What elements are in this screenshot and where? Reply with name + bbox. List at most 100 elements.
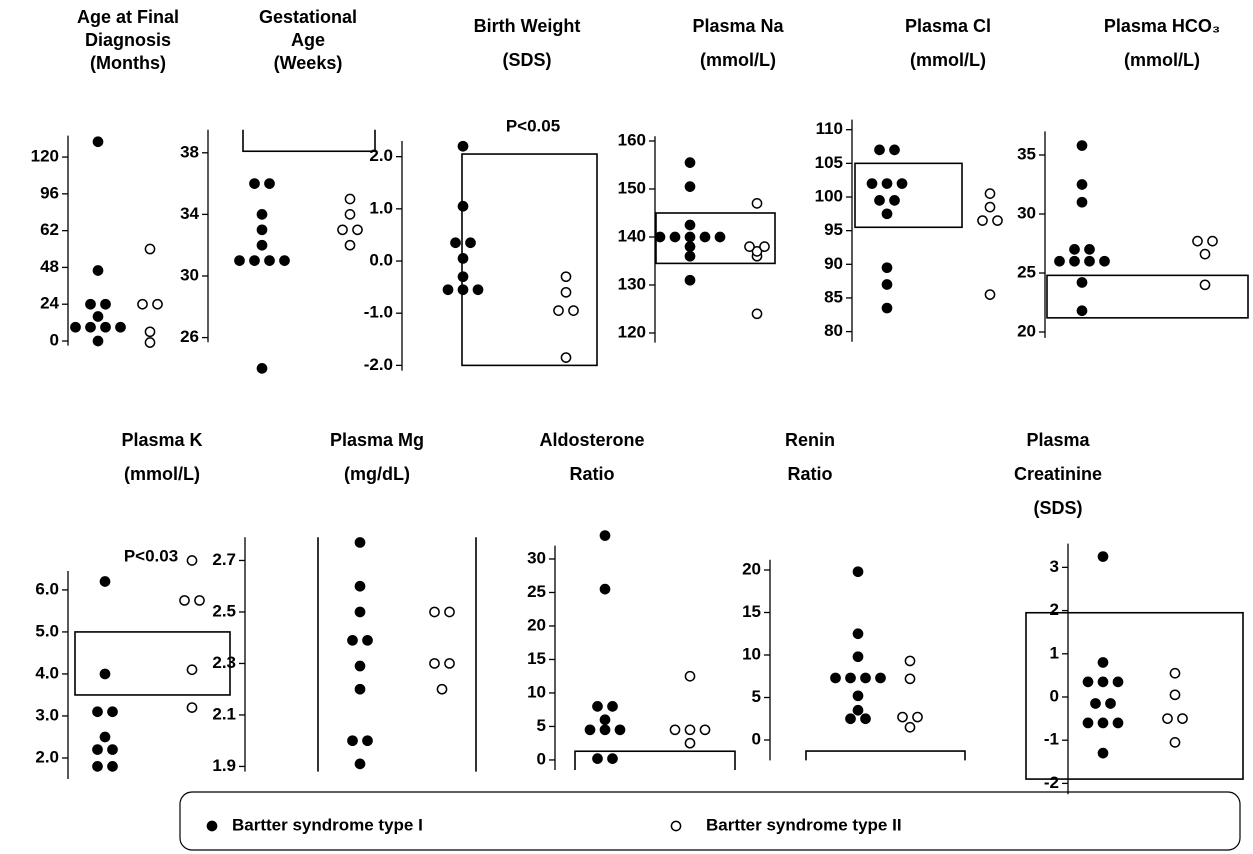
data-dot [751,246,763,257]
panel-title: Plasma Mg [330,430,424,450]
data-dot [684,241,696,252]
y-tick-label: 38 [180,142,199,161]
data-dot [362,735,373,747]
y-tick-label: 96 [40,183,59,202]
data-dot [1099,255,1110,267]
panel-title: (SDS) [503,50,552,70]
data-dot [684,274,696,286]
data-dot [830,672,841,684]
data-dot [107,744,118,755]
data-dot [429,606,440,618]
y-tick-label: -1.0 [364,303,393,322]
y-tick-label: 6.0 [35,579,59,598]
data-dot [144,326,156,338]
data-dot [354,580,366,592]
data-dot [881,178,893,189]
data-dot [436,683,448,695]
panel-title: Ratio [788,464,833,484]
legend-box [179,791,1241,851]
panel-title: (Weeks) [274,53,343,73]
data-dot [85,321,96,333]
panel-title: Plasma HCO₃ [1104,16,1220,36]
normal-range-box [461,153,598,367]
data-dot [457,271,469,283]
y-tick-label: 2.0 [35,747,59,766]
data-dot [99,668,111,680]
data-dot [881,279,893,290]
y-tick-label: 15 [527,649,546,668]
data-dot [560,286,572,298]
data-dot [744,241,755,252]
normal-range-box [1025,611,1244,780]
data-dot [669,724,681,736]
data-dot [1169,667,1181,679]
data-dot [654,231,666,243]
data-dot [889,195,900,206]
data-dot [337,224,348,236]
y-tick-label: 160 [618,130,646,149]
data-dot [186,555,198,566]
data-dot [465,237,476,249]
y-tick-label: 35 [1017,144,1036,163]
data-dot [92,136,104,148]
legend-marker [206,820,218,832]
panel-title: Diagnosis [85,30,171,50]
data-dot [1082,717,1094,729]
y-tick-label: -2.0 [364,355,393,374]
normal-range-box [574,750,736,770]
data-dot [279,255,290,266]
y-tick-label: 3.0 [35,705,59,724]
panel-title: Renin [785,430,835,450]
data-dot [344,193,356,205]
data-dot [684,737,696,749]
panel-title: (mmol/L) [1124,50,1200,70]
y-tick-label: 85 [824,287,843,306]
data-dot [599,714,611,726]
y-tick-label: 30 [1017,203,1036,222]
normal-range-box [317,537,477,772]
data-dot [852,628,864,640]
data-dot [1076,196,1088,208]
data-dot [92,744,103,755]
data-dot [684,250,696,262]
panel-title: (mmol/L) [910,50,986,70]
data-dot [264,178,275,189]
data-dot [1076,140,1088,151]
data-dot [186,664,198,676]
y-tick-label: 10 [742,644,761,663]
data-dot [875,672,886,684]
y-tick-label: -1 [1044,730,1059,749]
y-tick-label: 0 [1050,686,1059,705]
data-dot [92,706,103,718]
data-dot [904,673,916,685]
panel-title: Birth Weight [474,16,581,36]
data-dot [759,241,770,252]
data-dot [1084,244,1095,255]
data-dot [684,157,696,168]
panel-title: Age [291,30,325,50]
y-tick-label: 62 [40,220,59,239]
data-dot [866,178,878,189]
data-dot [92,265,104,276]
data-dot [344,239,356,251]
panel-title: Age at Final [77,7,179,27]
data-dot [354,537,366,548]
data-dot [1097,676,1109,688]
data-dot [85,298,96,310]
data-dot [984,289,996,300]
data-dot [256,239,268,251]
data-dot [592,701,603,712]
data-dot [714,231,726,243]
data-dot [1112,717,1124,729]
data-dot [1177,713,1188,724]
y-tick-label: 10 [527,682,546,701]
data-dot [881,302,893,314]
y-tick-label: 0 [537,749,546,768]
data-dot [457,140,469,152]
data-dot [107,761,118,772]
normal-range-box [854,162,963,229]
data-dot [860,713,871,725]
y-tick-label: 34 [180,204,199,223]
panel-title: (mmol/L) [700,50,776,70]
